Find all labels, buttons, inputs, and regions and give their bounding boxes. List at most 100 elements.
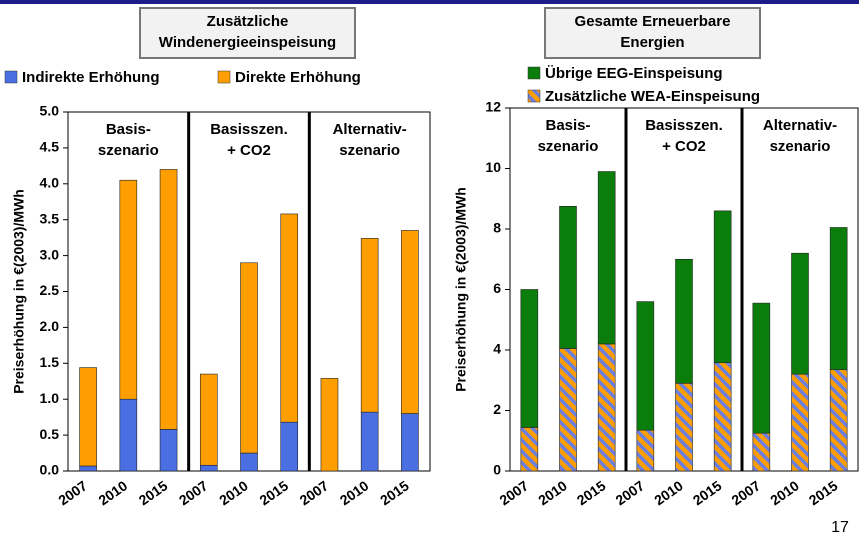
bar — [829, 369, 848, 472]
group-label: szenario — [98, 142, 159, 159]
chart-title: Energien — [620, 34, 684, 51]
legend-label: Zusätzliche WEA-Einspeisung — [545, 88, 760, 105]
legend-label: Indirekte Erhöhung — [22, 69, 160, 86]
bar — [280, 213, 299, 423]
x-tick-label: 2007 — [55, 477, 90, 508]
y-tick-label: 4 — [493, 341, 501, 357]
y-tick-label: 0.5 — [40, 426, 60, 442]
bar — [559, 348, 577, 472]
x-tick-label: 2015 — [806, 477, 841, 508]
group-label: Basisszen. — [645, 117, 723, 134]
bar — [79, 465, 97, 472]
x-tick-label: 2010 — [535, 477, 570, 508]
top-rule — [0, 0, 859, 4]
bar — [79, 367, 97, 467]
bar — [713, 210, 732, 364]
x-tick-label: 2015 — [136, 477, 171, 508]
y-tick-label: 3.0 — [40, 246, 60, 262]
chart-title: Zusätzliche — [207, 13, 289, 30]
legend-swatch — [217, 70, 231, 84]
x-tick-label: 2015 — [690, 477, 725, 508]
bar — [597, 343, 616, 472]
bar — [401, 413, 419, 472]
bar — [240, 452, 258, 472]
group-label: szenario — [538, 138, 599, 155]
x-tick-label: 2010 — [216, 477, 251, 508]
x-tick-label: 2007 — [728, 477, 763, 508]
y-tick-label: 2 — [493, 401, 501, 417]
bar — [636, 301, 655, 431]
y-tick-label: 3.5 — [40, 210, 60, 226]
y-tick-label: 0.0 — [40, 462, 60, 478]
group-label: Basisszen. — [210, 121, 288, 138]
bar — [791, 252, 809, 375]
y-tick-label: 6 — [493, 280, 501, 296]
x-tick-label: 2015 — [377, 477, 412, 508]
chart-title-box: Gesamte Erneuerbare Energien — [544, 7, 761, 59]
bar — [360, 238, 379, 413]
y-tick-label: 5.0 — [40, 103, 60, 119]
page-number: 17 — [831, 519, 849, 536]
y-tick-label: 1.5 — [40, 354, 60, 370]
x-tick-label: 2007 — [496, 477, 531, 508]
bar — [829, 227, 848, 370]
title-frame — [139, 7, 356, 59]
bar — [199, 464, 218, 472]
y-tick-label: 0 — [493, 462, 501, 478]
x-tick-label: 2010 — [767, 477, 802, 508]
group-label: Basis- — [106, 121, 151, 138]
bar — [119, 398, 138, 472]
y-tick-label: 4.0 — [40, 175, 60, 191]
group-label: szenario — [770, 138, 831, 155]
bar — [636, 429, 655, 472]
x-tick-label: 2007 — [612, 477, 647, 508]
legend-label: Übrige EEG-Einspeisung — [545, 65, 723, 82]
x-tick-label: 2007 — [297, 477, 332, 508]
bar — [401, 230, 419, 414]
bar — [675, 258, 693, 384]
y-tick-label: 1.0 — [40, 390, 60, 406]
group-label: Basis- — [545, 117, 590, 134]
chart-title-box: Zusätzliche Windenergieeinspeisung — [139, 7, 356, 59]
x-tick-label: 2010 — [651, 477, 686, 508]
bar — [240, 262, 258, 454]
bar — [713, 362, 732, 472]
bar — [159, 429, 178, 472]
legend-swatch — [527, 89, 541, 103]
bar — [119, 179, 138, 400]
x-tick-label: 2015 — [574, 477, 609, 508]
bar — [597, 171, 616, 345]
y-tick-label: 4.5 — [40, 139, 60, 155]
group-label: Alternativ- — [763, 117, 837, 134]
bar — [280, 421, 299, 472]
title-frame — [544, 7, 761, 59]
group-label: + CO2 — [227, 142, 271, 159]
bar — [675, 382, 693, 472]
bar — [559, 206, 577, 349]
legend-swatch — [527, 66, 541, 80]
bar — [159, 169, 178, 430]
x-tick-label: 2010 — [95, 477, 130, 508]
x-tick-label: 2007 — [176, 477, 211, 508]
bar — [360, 411, 379, 472]
bar — [520, 427, 539, 472]
bar — [752, 432, 771, 472]
y-tick-label: 8 — [493, 220, 501, 236]
bar — [199, 373, 218, 466]
chart-title: Gesamte Erneuerbare — [575, 13, 731, 30]
group-label: szenario — [339, 142, 400, 159]
y-tick-label: 2.5 — [40, 282, 60, 298]
chart-title: Windenergieeinspeisung — [159, 34, 336, 51]
bar — [520, 289, 539, 428]
x-tick-label: 2010 — [337, 477, 372, 508]
legend-label: Direkte Erhöhung — [235, 69, 361, 86]
bar — [752, 302, 771, 434]
bar — [320, 378, 339, 472]
y-axis-label: Preiserhöhung in €(2003)/MWh — [11, 189, 27, 394]
y-tick-label: 2.0 — [40, 318, 60, 334]
x-tick-label: 2015 — [256, 477, 291, 508]
y-tick-label: 12 — [485, 99, 501, 115]
y-axis-label: Preiserhöhung in €(2003)/MWh — [453, 187, 469, 392]
y-tick-label: 10 — [485, 159, 501, 175]
bar — [791, 373, 809, 472]
